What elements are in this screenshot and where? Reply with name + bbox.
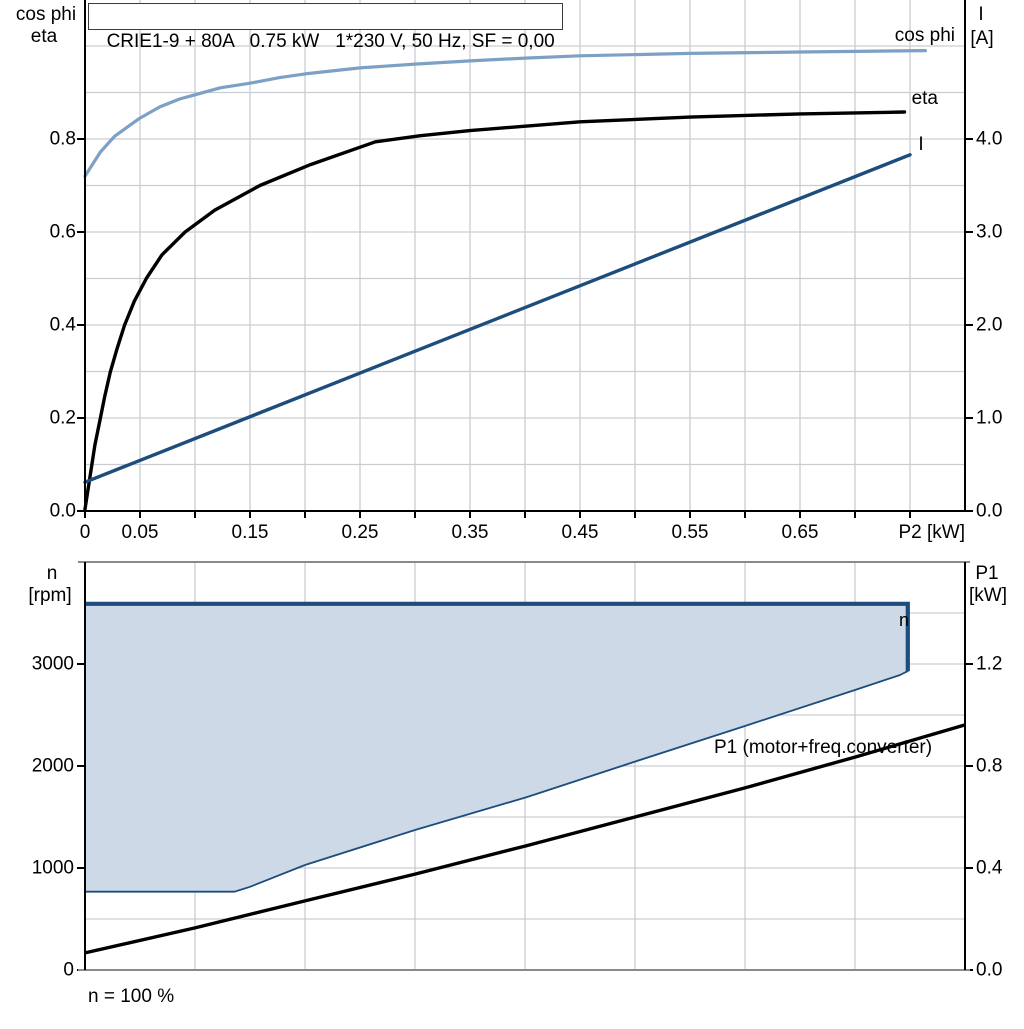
x-tick-0: 0 [80, 522, 91, 543]
curve-i [85, 155, 910, 482]
bottom-left-axis-title-line1: n [47, 563, 58, 584]
curve-charts-svg: cos phi eta I [A] 0.8 0.6 0.4 0.2 0.0 4.… [0, 0, 1024, 1024]
top-chart-gridlines [86, 0, 964, 510]
top-left-axis-title-line2: eta [31, 26, 58, 47]
curve-eta [85, 112, 905, 509]
x-tick-0.55: 0.55 [672, 522, 709, 543]
eta-curve-label: eta [912, 88, 939, 109]
top-left-tick-0.0: 0.0 [50, 501, 76, 522]
x-axis-label: P2 [kW] [898, 522, 965, 543]
speed-footnote: n = 100 % [88, 986, 174, 1007]
bottom-right-tick-1.2: 1.2 [976, 654, 1002, 675]
chart-title: CRIE1-9 + 80A 0.75 kW 1*230 V, 50 Hz, SF… [107, 31, 555, 52]
top-left-tick-0.6: 0.6 [50, 222, 76, 243]
bottom-right-tick-0.0: 0.0 [976, 960, 1002, 981]
top-right-tick-4.0: 4.0 [976, 129, 1002, 150]
x-tick-0.15: 0.15 [232, 522, 269, 543]
top-right-tick-2.0: 2.0 [976, 315, 1002, 336]
cos-phi-curve-label: cos phi [895, 25, 955, 46]
p1-annotation: P1 (motor+freq.converter) [714, 737, 932, 758]
motor-performance-panel: cos phi eta I [A] 0.8 0.6 0.4 0.2 0.0 4.… [0, 0, 1024, 1024]
top-right-tick-0.0: 0.0 [976, 501, 1002, 522]
bottom-left-axis-title-line2: [rpm] [28, 585, 71, 606]
bottom-right-tick-0.4: 0.4 [976, 858, 1003, 879]
x-tick-0.65: 0.65 [782, 522, 819, 543]
bottom-left-tick-0: 0 [63, 960, 74, 981]
top-left-axis-title-line1: cos phi [16, 4, 76, 25]
bottom-left-tick-1000: 1000 [32, 858, 74, 879]
top-right-tick-1.0: 1.0 [976, 408, 1002, 429]
top-left-tick-0.8: 0.8 [50, 129, 76, 150]
x-tick-0.35: 0.35 [452, 522, 489, 543]
top-right-tick-3.0: 3.0 [976, 222, 1002, 243]
x-tick-0.25: 0.25 [342, 522, 379, 543]
top-chart-curves [85, 51, 925, 510]
current-curve-label: I [918, 134, 923, 155]
bottom-right-tick-0.8: 0.8 [976, 756, 1002, 777]
n-curve-label: n [899, 610, 909, 630]
chart-title-box: CRIE1-9 + 80A 0.75 kW 1*230 V, 50 Hz, SF… [88, 3, 563, 30]
bottom-left-tick-3000: 3000 [32, 654, 74, 675]
top-left-tick-0.2: 0.2 [50, 408, 76, 429]
top-left-tick-0.4: 0.4 [50, 315, 77, 336]
top-right-axis-title-line2: [A] [970, 28, 993, 49]
bottom-right-axis-title-line2: [kW] [969, 585, 1007, 606]
x-tick-0.05: 0.05 [122, 522, 159, 543]
bottom-left-tick-2000: 2000 [32, 756, 74, 777]
bottom-right-axis-title-line1: P1 [975, 563, 998, 584]
top-right-axis-title-line1: I [978, 4, 983, 25]
x-tick-0.45: 0.45 [562, 522, 599, 543]
